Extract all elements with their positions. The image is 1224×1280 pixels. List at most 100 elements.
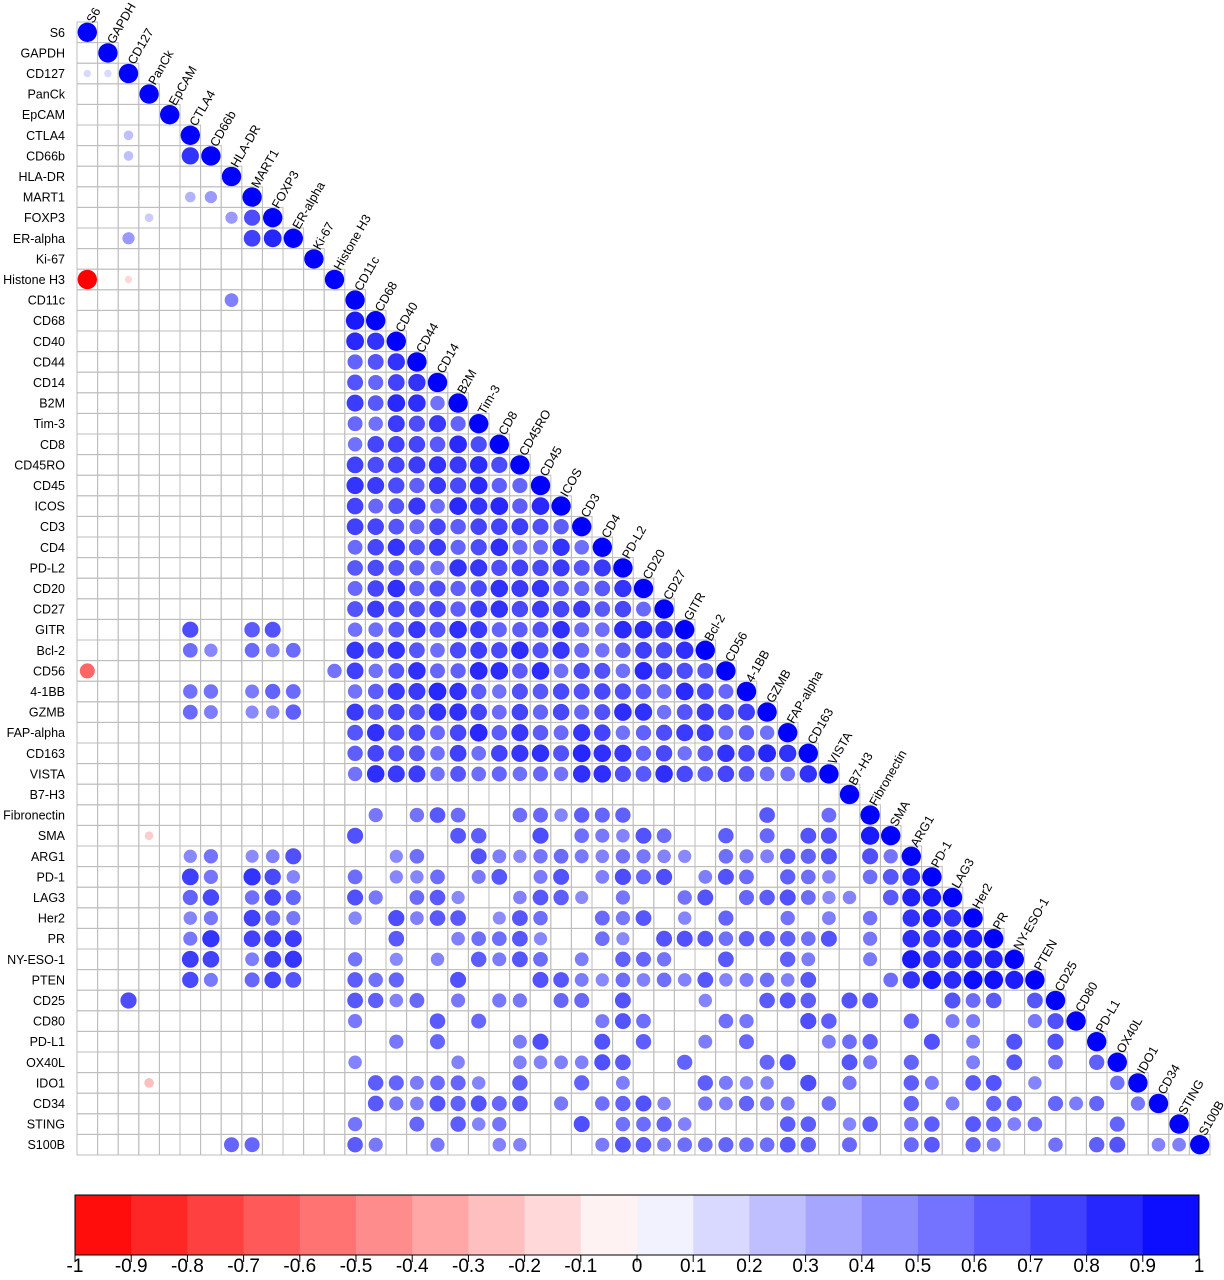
grid-cell xyxy=(1065,1133,1087,1156)
correlation-circle xyxy=(470,518,487,535)
correlation-circle xyxy=(594,622,610,638)
correlation-circle xyxy=(614,1013,631,1030)
correlation-circle xyxy=(264,950,282,968)
row-label: CD163 xyxy=(26,747,65,761)
grid-cell xyxy=(426,1051,449,1074)
correlation-circle xyxy=(491,559,508,576)
correlation-circle xyxy=(408,724,426,741)
grid-cell xyxy=(653,783,675,806)
correlation-circle xyxy=(985,1074,1002,1091)
grid-cell xyxy=(200,268,222,291)
row-label: ARG1 xyxy=(31,850,65,864)
grid-cell xyxy=(364,1010,387,1032)
grid-cell xyxy=(982,1030,1005,1053)
row-label: Tim-3 xyxy=(34,417,66,431)
grid-cell xyxy=(323,330,346,353)
grid-cell xyxy=(179,660,202,682)
grid-cell xyxy=(138,701,160,723)
grid-cell xyxy=(97,680,119,703)
grid-cell xyxy=(344,783,366,806)
grid-cell xyxy=(591,989,614,1012)
correlation-circle xyxy=(615,951,631,967)
grid-cell xyxy=(158,433,181,456)
grid-cell xyxy=(282,268,305,291)
grid-cell xyxy=(488,1072,511,1094)
grid-cell xyxy=(117,721,140,744)
correlation-circle xyxy=(512,1034,527,1049)
correlation-circle xyxy=(408,373,426,392)
correlation-circle xyxy=(346,518,364,536)
row-label: CD3 xyxy=(40,520,65,534)
grid-cell xyxy=(282,371,305,394)
grid-cell xyxy=(1024,1092,1046,1115)
correlation-circle xyxy=(429,910,446,926)
grid-cell xyxy=(364,1113,387,1135)
grid-cell xyxy=(200,783,222,806)
grid-cell xyxy=(220,763,243,785)
grid-cell xyxy=(200,330,222,353)
grid-cell xyxy=(117,1113,140,1135)
correlation-circle xyxy=(430,560,445,576)
correlation-circle xyxy=(263,229,282,248)
correlation-circle xyxy=(388,972,404,988)
correlation-circle xyxy=(966,1034,981,1049)
grid-cell xyxy=(76,433,99,456)
correlation-circle xyxy=(409,849,425,864)
correlation-circle xyxy=(963,929,983,948)
grid-cell xyxy=(200,248,222,270)
correlation-circle xyxy=(697,766,714,782)
correlation-circle xyxy=(181,950,199,968)
correlation-circle xyxy=(677,1054,693,1070)
grid-cell xyxy=(1044,1072,1067,1094)
grid-cell xyxy=(76,618,99,641)
column-label: CD20 xyxy=(640,547,668,582)
correlation-circle xyxy=(203,911,218,926)
correlation-circle xyxy=(348,1014,363,1029)
grid-cell xyxy=(117,907,140,929)
correlation-circle xyxy=(366,311,386,331)
row-label: CD44 xyxy=(33,355,65,369)
grid-cell xyxy=(426,969,449,991)
correlation-circle xyxy=(367,704,384,720)
row-label: PanCk xyxy=(27,88,65,102)
grid-cell xyxy=(241,721,263,744)
correlation-circle xyxy=(533,849,548,864)
correlation-circle xyxy=(800,1116,817,1132)
column-label: Bcl-2 xyxy=(702,612,728,644)
correlation-circle xyxy=(903,1054,919,1070)
grid-cell xyxy=(97,309,119,332)
correlation-circle xyxy=(428,703,447,721)
correlation-circle xyxy=(615,890,631,905)
correlation-circle xyxy=(531,497,550,515)
row-label: CD45 xyxy=(33,479,65,493)
correlation-circle xyxy=(449,744,467,762)
correlation-circle xyxy=(202,930,220,948)
grid-cell xyxy=(385,886,408,909)
correlation-circle xyxy=(656,930,673,947)
correlation-circle xyxy=(532,704,549,720)
grid-cell xyxy=(241,557,263,579)
correlation-circle xyxy=(387,641,405,659)
grid-cell xyxy=(653,1010,675,1032)
grid-cell xyxy=(756,1010,778,1032)
correlation-circle xyxy=(738,766,755,782)
correlation-circle xyxy=(346,332,364,351)
grid-cell xyxy=(97,1092,119,1115)
grid-cell xyxy=(76,371,99,394)
grid-cell xyxy=(76,989,99,1012)
correlation-circle xyxy=(264,930,282,948)
grid-cell xyxy=(570,1010,593,1032)
correlation-circle xyxy=(780,931,796,947)
correlation-circle xyxy=(367,539,384,556)
correlation-circle xyxy=(450,1116,466,1132)
row-label: S6 xyxy=(50,26,65,40)
grid-cell xyxy=(97,660,119,682)
correlation-circle xyxy=(83,69,92,78)
correlation-circle xyxy=(575,890,589,905)
correlation-circle xyxy=(677,973,692,987)
grid-cell xyxy=(323,907,346,929)
correlation-circle xyxy=(285,684,301,699)
correlation-circle xyxy=(614,620,632,639)
row-label: CD4 xyxy=(40,541,65,555)
grid-cell xyxy=(220,227,243,250)
